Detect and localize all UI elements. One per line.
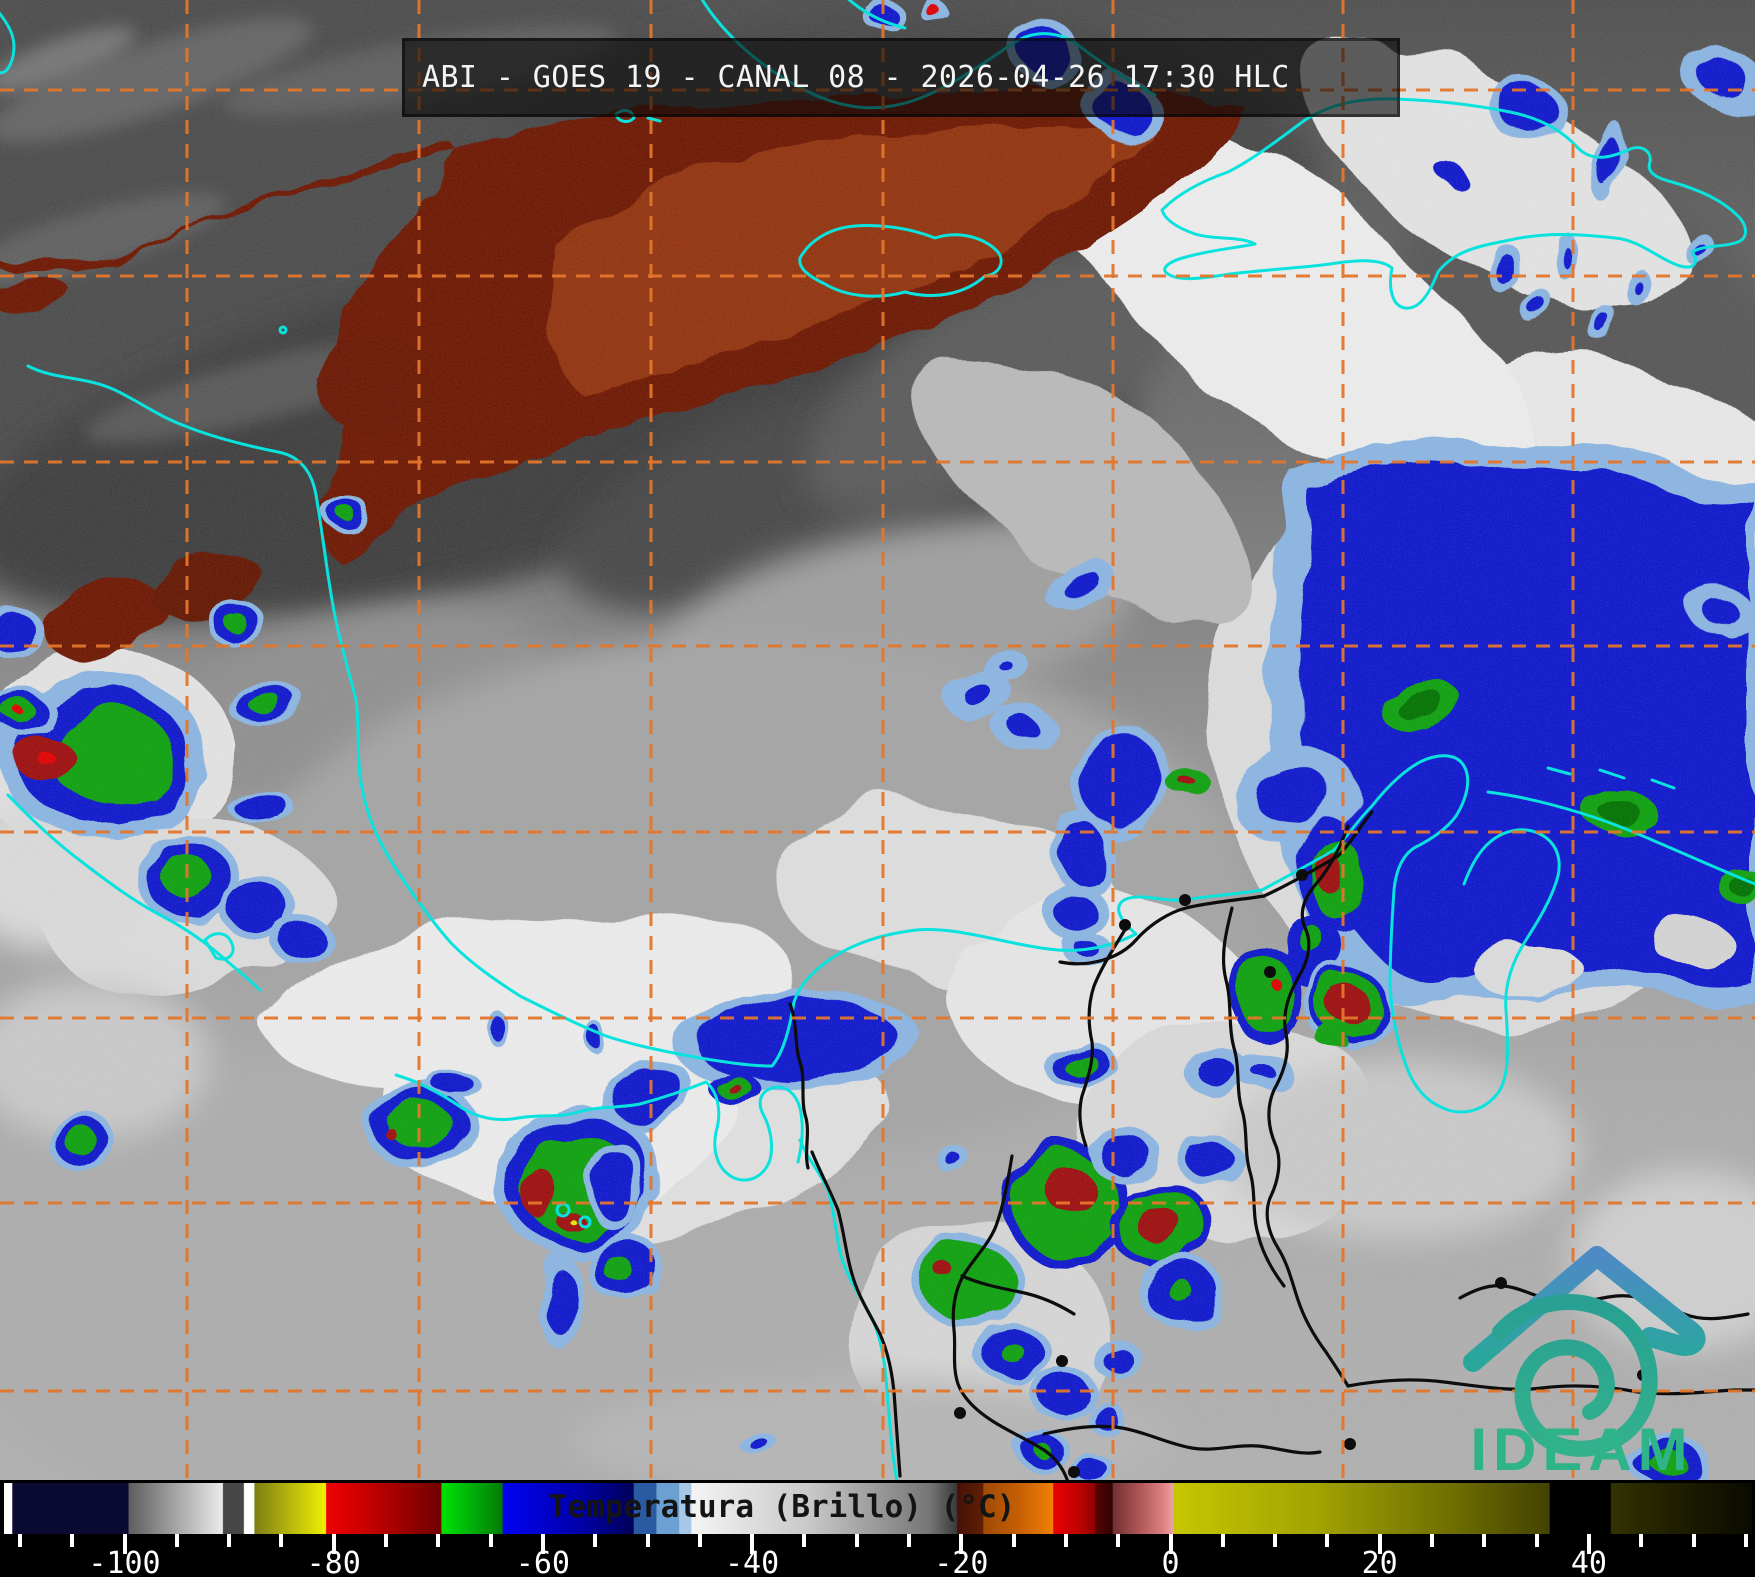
ideam-wordmark: IDEAM bbox=[1470, 1416, 1693, 1480]
colorbar-gradient bbox=[4, 1483, 1752, 1534]
colorbar-minor-tick bbox=[645, 1534, 650, 1547]
ideam-spiral-icon bbox=[1492, 1294, 1658, 1457]
colorbar-major-tick bbox=[122, 1534, 127, 1554]
colorbar-tick-label: -100 bbox=[88, 1546, 161, 1577]
colorbar-minor-tick bbox=[70, 1534, 75, 1547]
graticule-grid bbox=[0, 0, 1755, 1480]
colorbar-minor-tick bbox=[384, 1534, 388, 1547]
colorbar-minor-tick bbox=[802, 1534, 807, 1547]
colorbar-minor-tick bbox=[593, 1534, 598, 1547]
colorbar-minor-tick bbox=[1116, 1534, 1121, 1547]
satellite-scene: IDEAM bbox=[0, 0, 1755, 1480]
colorbar-tick-label: -60 bbox=[515, 1546, 570, 1577]
ideam-logo: IDEAM bbox=[1463, 1246, 1706, 1480]
colorbar-tick-label: -40 bbox=[725, 1546, 780, 1577]
colorbar-minor-tick bbox=[1220, 1534, 1225, 1547]
colorbar-minor-tick bbox=[17, 1534, 22, 1547]
colorbar-minor-tick bbox=[1534, 1534, 1539, 1547]
colorbar-major-tick bbox=[331, 1534, 336, 1554]
colorbar-tick-label: 40 bbox=[1570, 1546, 1607, 1577]
colorbar-minor-tick bbox=[1325, 1534, 1330, 1547]
colorbar-tick-label: 0 bbox=[1161, 1546, 1180, 1577]
colorbar-minor-tick bbox=[1430, 1534, 1434, 1547]
colorbar-minor-tick bbox=[1482, 1534, 1487, 1547]
colorbar-minor-tick bbox=[1063, 1534, 1068, 1547]
colorbar-major-tick bbox=[959, 1534, 964, 1554]
colorbar-minor-tick bbox=[436, 1534, 441, 1547]
colorbar-minor-tick bbox=[1273, 1534, 1278, 1547]
ideam-mountain-icon bbox=[1463, 1246, 1706, 1372]
colorbar-major-tick bbox=[1168, 1534, 1173, 1554]
product-title: ABI - GOES 19 - CANAL 08 - 2026-04-26 17… bbox=[422, 60, 1290, 95]
colorbar-tick-label: -20 bbox=[934, 1546, 989, 1577]
city-dots bbox=[954, 869, 1649, 1478]
colorbar-minor-tick bbox=[907, 1534, 911, 1547]
colorbar-minor-tick bbox=[1691, 1534, 1696, 1547]
colorbar-minor-tick bbox=[697, 1534, 702, 1547]
colorbar-minor-tick bbox=[1743, 1534, 1748, 1547]
colorbar-major-tick bbox=[1586, 1534, 1591, 1554]
colorbar-major-tick bbox=[540, 1534, 545, 1554]
colorbar-minor-tick bbox=[174, 1534, 179, 1547]
colorbar-title: Temperatura (Brillo) (°C) bbox=[548, 1489, 1016, 1525]
colorbar-panel: Temperatura (Brillo) (°C) -100 -80 -60 -40 -… bbox=[0, 1480, 1755, 1577]
country-borders bbox=[788, 810, 1755, 1480]
cloud-grain-texture bbox=[0, 0, 1755, 1480]
colorbar-minor-tick bbox=[1639, 1534, 1644, 1547]
colorbar-minor-tick bbox=[488, 1534, 493, 1547]
colorbar-minor-tick bbox=[227, 1534, 232, 1547]
colorbar-minor-tick bbox=[1011, 1534, 1016, 1547]
title-bar: ABI - GOES 19 - CANAL 08 - 2026-04-26 17… bbox=[402, 38, 1400, 117]
colorbar-minor-tick bbox=[854, 1534, 859, 1547]
colorbar-tick-label: 20 bbox=[1361, 1546, 1398, 1577]
colorbar-minor-tick bbox=[279, 1534, 284, 1547]
colorbar-major-tick bbox=[750, 1534, 755, 1554]
colorbar-major-tick bbox=[1377, 1534, 1382, 1554]
colorbar-tick-label: -80 bbox=[306, 1546, 361, 1577]
